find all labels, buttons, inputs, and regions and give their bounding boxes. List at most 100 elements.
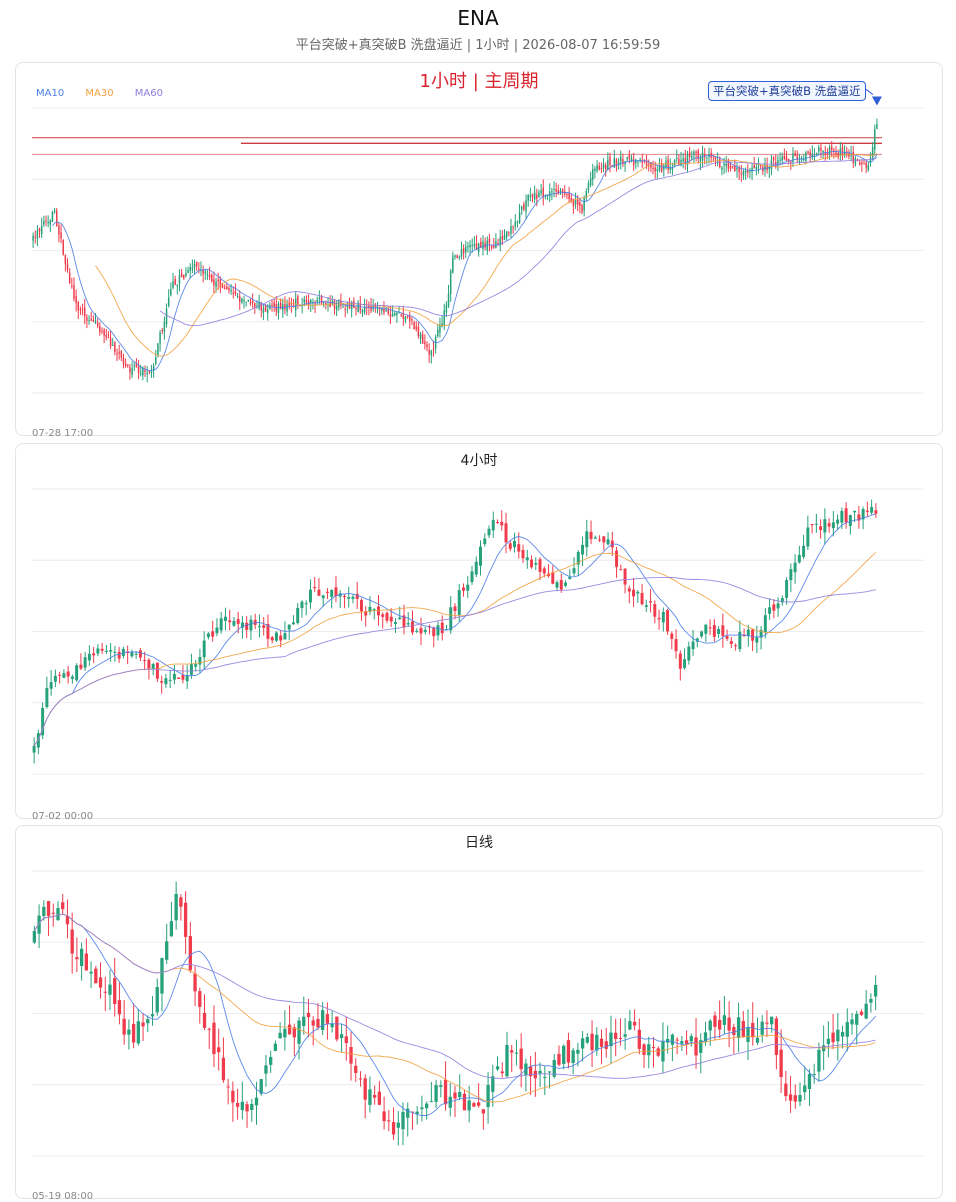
candle-body xyxy=(614,1032,618,1039)
candle-body xyxy=(699,1040,703,1053)
candle-body xyxy=(49,682,53,689)
candle-body xyxy=(738,167,740,173)
candle-body xyxy=(627,588,631,592)
candle-body xyxy=(462,587,465,591)
candle-body xyxy=(869,157,872,164)
candle-body xyxy=(523,204,525,210)
candle-body xyxy=(61,902,65,910)
candle-body xyxy=(165,308,168,325)
candle-body xyxy=(350,301,353,310)
candle-body xyxy=(66,263,69,270)
candle-body xyxy=(136,1021,140,1044)
candle-body xyxy=(495,1066,500,1070)
candle-body xyxy=(460,249,463,257)
candle-body xyxy=(555,582,559,588)
candle-body xyxy=(150,371,153,373)
candle-body xyxy=(571,1050,575,1064)
candle-body xyxy=(480,241,482,248)
candle-body xyxy=(287,1024,292,1035)
candle-body xyxy=(615,550,619,567)
candle-body xyxy=(291,622,295,625)
candle-body xyxy=(396,1122,400,1128)
candle-body xyxy=(117,651,121,659)
candle-body xyxy=(531,194,534,198)
candle-body xyxy=(695,638,699,642)
candle-body xyxy=(609,1032,613,1047)
candle-body xyxy=(721,625,725,637)
candle-body xyxy=(381,614,385,617)
candle-body xyxy=(396,312,398,316)
candle-body xyxy=(400,314,402,316)
candle-body xyxy=(284,303,286,310)
candle-body xyxy=(635,159,637,164)
candle-body xyxy=(240,622,244,628)
candle-body xyxy=(138,650,142,658)
candle-body xyxy=(574,200,577,205)
candle-body xyxy=(223,616,227,621)
candle-body xyxy=(488,238,491,244)
candle-body xyxy=(146,1019,150,1024)
candle-body xyxy=(215,627,219,634)
candle-body xyxy=(559,190,562,193)
candle-body xyxy=(580,1038,585,1049)
candle-body xyxy=(656,169,659,172)
legend-ma10: MA10 xyxy=(36,88,65,99)
candle-body xyxy=(581,544,585,555)
candle-body xyxy=(680,160,682,166)
candle-body xyxy=(636,591,640,594)
legend-ma30: MA30 xyxy=(85,88,114,99)
candle-body xyxy=(215,281,217,288)
candle-body xyxy=(32,235,34,241)
candle-body xyxy=(213,279,215,286)
panel-1h-title: 1小时 | 主周期 xyxy=(419,71,539,92)
ma60-line xyxy=(34,913,876,1079)
candle-body xyxy=(699,157,702,162)
candle-body xyxy=(249,619,253,631)
candle-body xyxy=(168,679,172,681)
chart-4h xyxy=(32,488,924,775)
candle-body xyxy=(66,671,70,677)
candle-body xyxy=(861,509,865,520)
candle-body xyxy=(34,236,36,238)
candle-body xyxy=(358,1078,363,1080)
candle-body xyxy=(79,308,82,310)
candle-body xyxy=(793,562,797,573)
candle-body xyxy=(334,587,338,597)
candle-body xyxy=(592,169,594,180)
candle-body xyxy=(589,531,593,540)
candle-body xyxy=(686,154,689,166)
candle-body xyxy=(467,246,469,248)
candle-body xyxy=(561,189,564,193)
ma30-line xyxy=(34,913,876,1103)
candle-body xyxy=(164,678,168,685)
candle-body xyxy=(443,310,445,326)
candle-body xyxy=(114,342,116,352)
candle-body xyxy=(790,161,792,164)
candle-body xyxy=(602,536,606,543)
candle-body xyxy=(732,1027,736,1036)
candle-body xyxy=(653,604,657,617)
candle-body xyxy=(381,307,383,311)
candle-body xyxy=(474,561,478,575)
candle-body xyxy=(193,264,196,268)
candle-body xyxy=(850,153,852,157)
candle-body xyxy=(406,315,409,317)
candle-body xyxy=(521,549,525,559)
candle-body xyxy=(562,1045,566,1065)
candle-body xyxy=(500,521,504,526)
candle-body xyxy=(784,1083,788,1097)
candle-body xyxy=(306,1012,311,1018)
candle-body xyxy=(491,1076,495,1092)
candle-body xyxy=(287,624,291,630)
candle-body xyxy=(349,1047,353,1064)
candle-body xyxy=(79,664,83,669)
candle-body xyxy=(245,1104,249,1112)
candle-body xyxy=(519,1048,523,1070)
candle-body xyxy=(292,1027,296,1038)
candle-body xyxy=(642,1044,646,1055)
candle-body xyxy=(219,618,223,631)
candle-body xyxy=(807,151,809,153)
panel-1d-title: 日线 xyxy=(465,835,493,851)
candle-body xyxy=(453,1092,457,1099)
candle-body xyxy=(491,519,495,531)
